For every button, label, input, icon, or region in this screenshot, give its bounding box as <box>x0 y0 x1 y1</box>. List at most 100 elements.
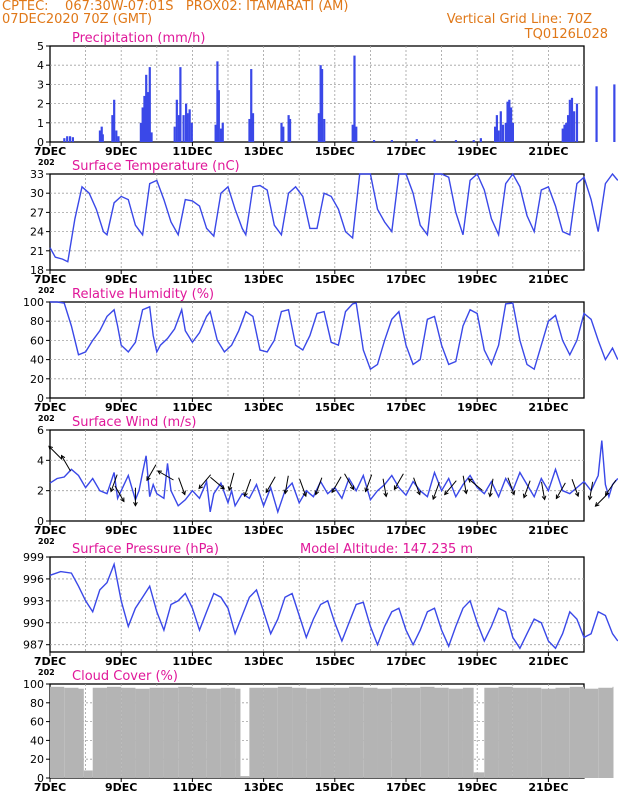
precip-bar <box>113 99 116 142</box>
cloud-bar <box>434 687 449 778</box>
wind-arrow-head <box>416 490 421 496</box>
temp-xtick-label: 7DEC <box>34 273 66 286</box>
wind-arrow <box>198 474 212 489</box>
cloud-bar <box>50 686 65 778</box>
cloud-bar <box>448 688 463 778</box>
temp-ytick-label: 30 <box>30 187 44 200</box>
precip-ytick-label: 4 <box>37 59 44 72</box>
temp-xtick-label: 11DEC <box>172 273 212 286</box>
wind-arrow-head <box>302 492 307 498</box>
rh-ytick-label: 0 <box>37 392 44 405</box>
temp-ytick-label: 21 <box>30 245 44 258</box>
temp-line <box>49 172 618 263</box>
wind-arrow <box>228 472 235 491</box>
cloud-bar <box>163 687 179 778</box>
wind-year-stub: 202 <box>38 537 55 546</box>
temp-ytick-label: 27 <box>30 206 44 219</box>
pres-ytick-label: 999 <box>23 551 44 564</box>
precip-bar <box>117 136 120 142</box>
precip-bar <box>250 69 253 142</box>
wind-arrow-head <box>444 490 449 496</box>
wind-arrow <box>299 479 307 497</box>
cloud-bar <box>512 687 528 778</box>
wind-arrow <box>110 474 118 492</box>
rh-ytick-label: 80 <box>30 315 44 328</box>
precip-bar <box>148 67 151 142</box>
rh-xtick-label: 15DEC <box>315 401 355 414</box>
wind-arrow-head <box>364 487 369 493</box>
wind-arrow <box>462 475 467 494</box>
cloud-bar <box>92 687 107 778</box>
precip-ytick-label: 0 <box>37 136 44 149</box>
pres-frame <box>49 556 585 653</box>
cloud-xtick-label: 17DEC <box>386 781 426 794</box>
cloud-bar <box>598 687 613 778</box>
cloud-bar <box>135 688 150 778</box>
pres-ytick-label: 990 <box>23 617 44 630</box>
precip-bar <box>63 138 66 142</box>
cloud-ytick-label: 40 <box>30 734 44 747</box>
header-line2-right: Vertical Grid Line: 70Z <box>446 12 592 27</box>
rh-line <box>50 301 618 371</box>
precip-bar <box>494 126 497 142</box>
cloud-bar <box>106 686 122 778</box>
cloud-bar <box>277 686 293 778</box>
precip-bar <box>372 140 376 142</box>
wind-arrow <box>605 479 617 496</box>
wind-arrow <box>210 476 225 490</box>
wind-ytick-label: 4 <box>37 454 44 467</box>
wind-arrow-head <box>181 490 186 496</box>
pres-ytick-label: 993 <box>23 595 44 608</box>
wind-arrow-head <box>60 454 66 460</box>
wind-xtick-label: 11DEC <box>172 524 212 537</box>
temp-xtick-label: 17DEC <box>386 273 426 286</box>
cloud-bar <box>569 686 584 778</box>
cloud-ytick-label: 0 <box>37 772 44 785</box>
precip-bar <box>353 55 356 142</box>
wind-xtick-label: 15DEC <box>315 524 355 537</box>
temp-xtick-label: 13DEC <box>244 273 284 286</box>
precip-bar <box>173 126 176 142</box>
precip-xtick-label: 9DEC <box>105 145 137 158</box>
cloud-bar <box>249 687 264 778</box>
wind-arrow <box>146 464 157 481</box>
precip-bar <box>510 107 513 142</box>
precip-bar <box>216 61 219 142</box>
precip-bar <box>319 65 322 142</box>
precip-bar <box>146 92 150 142</box>
cloud-bar <box>555 687 570 778</box>
precip-bar <box>595 86 598 142</box>
rh-xtick-label: 19DEC <box>457 401 497 414</box>
temp-xtick-label: 9DEC <box>105 273 137 286</box>
wind-arrow-head <box>463 489 469 495</box>
rh-xtick-label: 9DEC <box>105 401 137 414</box>
precip-bar <box>613 84 616 142</box>
precip-bar <box>323 118 326 142</box>
wind-arrow <box>507 477 515 495</box>
rh-ytick-label: 100 <box>23 296 44 309</box>
wind-arrow <box>61 455 71 472</box>
wind-arrow <box>382 478 387 497</box>
precip-bar <box>179 67 182 142</box>
wind-arrow <box>48 446 63 460</box>
rh-title: Relative Humidity (%) <box>72 287 214 302</box>
wind-arrow-head <box>522 493 528 499</box>
temp-title: Surface Temperature (nC) <box>72 159 240 174</box>
rh-ytick-label: 60 <box>30 334 44 347</box>
precip-ytick-label: 5 <box>37 40 44 53</box>
precip-bar <box>570 97 574 142</box>
cloud-bar <box>235 688 241 778</box>
cloud-bar <box>349 686 364 778</box>
temp-ytick-label: 18 <box>30 264 44 277</box>
cloud-bar <box>220 687 236 778</box>
precip-bar <box>320 69 324 142</box>
temp-year-stub: 202 <box>38 286 55 295</box>
cloud-bar <box>306 688 321 778</box>
wind-arrow-head <box>227 486 233 492</box>
precip-bar <box>287 115 290 142</box>
wind-arrow-head <box>198 484 203 490</box>
precip-frame <box>49 45 585 143</box>
precip-xtick-label: 15DEC <box>315 145 355 158</box>
precip-bar <box>317 113 320 142</box>
wind-arrow-head <box>109 487 115 493</box>
